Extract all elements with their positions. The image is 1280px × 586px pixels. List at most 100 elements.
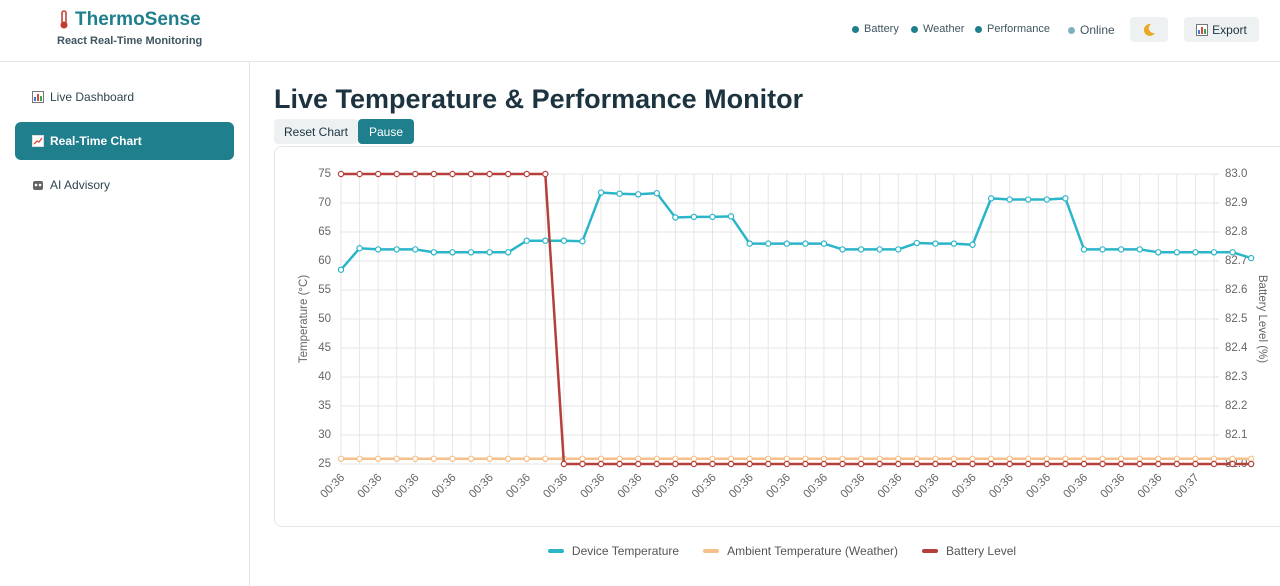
data-point [1155, 249, 1162, 256]
data-point [653, 460, 660, 468]
data-point [523, 237, 530, 244]
data-point [1043, 196, 1051, 203]
data-point [876, 246, 883, 253]
data-point [857, 460, 865, 468]
data-point [523, 170, 530, 178]
data-point [449, 249, 456, 256]
legend-label: Device Temperature [571, 544, 680, 558]
y2-tick-label: 82.2 [1225, 400, 1247, 412]
data-point [1173, 455, 1181, 462]
data-point [1006, 455, 1013, 462]
y2-tick-label: 82.7 [1225, 255, 1247, 267]
x-tick-label: 00:36 [839, 472, 868, 501]
data-point [504, 249, 512, 256]
data-point [876, 460, 883, 468]
data-point [412, 455, 419, 462]
data-point [1136, 455, 1143, 462]
x-tick-label: 00:36 [764, 472, 793, 501]
data-point [820, 460, 828, 468]
data-point [1099, 460, 1106, 468]
y-axis-title: Temperature (°C) [298, 275, 310, 363]
nav-label: Live Dashboard [50, 90, 135, 104]
theme-toggle[interactable] [1130, 17, 1168, 42]
nav-item[interactable]: Real-Time Chart [15, 122, 234, 160]
y2-tick-label: 82.4 [1225, 342, 1248, 354]
data-point [1210, 460, 1218, 468]
data-point [1173, 249, 1181, 256]
data-point [765, 460, 772, 468]
data-point [727, 213, 735, 220]
data-point [1025, 460, 1032, 468]
data-point [987, 195, 995, 202]
nav-label: AI Advisory [50, 178, 111, 192]
data-point [746, 460, 753, 468]
x-tick-label: 00:36 [318, 472, 347, 501]
data-point [987, 460, 995, 468]
data-point [932, 460, 939, 468]
nav-icon [33, 181, 43, 190]
y2-tick-label: 82.1 [1225, 429, 1247, 441]
legend-label: Ambient Temperature (Weather) [727, 544, 899, 558]
data-point [374, 170, 382, 178]
status: Weather [911, 23, 964, 35]
data-point [486, 170, 493, 178]
data-point [1043, 455, 1051, 462]
data-point [765, 455, 772, 462]
data-point [727, 460, 735, 468]
data-point [1025, 196, 1032, 203]
nav-icon [32, 135, 44, 147]
data-point [1192, 455, 1199, 462]
y2-tick-label: 82.9 [1225, 197, 1247, 209]
data-point [504, 455, 512, 462]
data-point [393, 455, 400, 462]
y-tick-label: 55 [318, 284, 331, 296]
status-label: Battery [864, 23, 899, 35]
data-point [1062, 455, 1069, 462]
data-point [783, 460, 790, 468]
y-tick-label: 25 [318, 458, 331, 470]
x-tick-label: 00:36 [727, 472, 756, 501]
data-point [969, 241, 976, 248]
x-tick-label: 00:36 [653, 472, 682, 501]
legend-item[interactable]: Battery Level [922, 544, 1016, 558]
data-point [913, 239, 921, 247]
x-tick-label: 00:36 [987, 472, 1016, 501]
data-point [579, 455, 586, 462]
data-point [1229, 455, 1236, 462]
data-point [820, 455, 828, 462]
export-button[interactable]: Export [1184, 17, 1259, 42]
data-point [337, 455, 345, 462]
moon-icon [1143, 23, 1155, 36]
data-point [504, 170, 512, 178]
x-tick-label: 00:36 [616, 472, 645, 501]
export-label: Export [1212, 22, 1247, 37]
nav-item[interactable]: AI Advisory [15, 166, 234, 204]
data-point [1043, 460, 1051, 468]
data-point [1229, 460, 1236, 468]
pause-button[interactable]: Pause [358, 119, 414, 144]
x-tick-label: 00:36 [430, 472, 459, 501]
legend-item[interactable]: Ambient Temperature (Weather) [703, 544, 898, 558]
y-tick-label: 70 [318, 197, 331, 209]
x-tick-label: 00:36 [393, 472, 422, 501]
data-point [709, 460, 716, 468]
data-point [634, 460, 642, 468]
data-point [616, 455, 623, 462]
data-point [653, 455, 660, 462]
data-point [616, 460, 623, 468]
y2-tick-label: 82.3 [1225, 371, 1247, 383]
data-point [616, 190, 623, 197]
data-point [802, 460, 809, 468]
nav-item[interactable]: Live Dashboard [15, 78, 234, 116]
reset-button[interactable]: Reset Chart [274, 119, 358, 144]
data-point [783, 240, 790, 247]
data-point [765, 240, 772, 247]
legend-item[interactable]: Device Temperature [547, 544, 680, 558]
data-point [1155, 460, 1162, 468]
data-point [876, 455, 883, 462]
x-tick-label: 00:36 [467, 472, 496, 501]
data-point [486, 455, 493, 462]
data-point [1006, 196, 1013, 203]
data-point [820, 240, 828, 247]
data-point [1117, 246, 1125, 253]
